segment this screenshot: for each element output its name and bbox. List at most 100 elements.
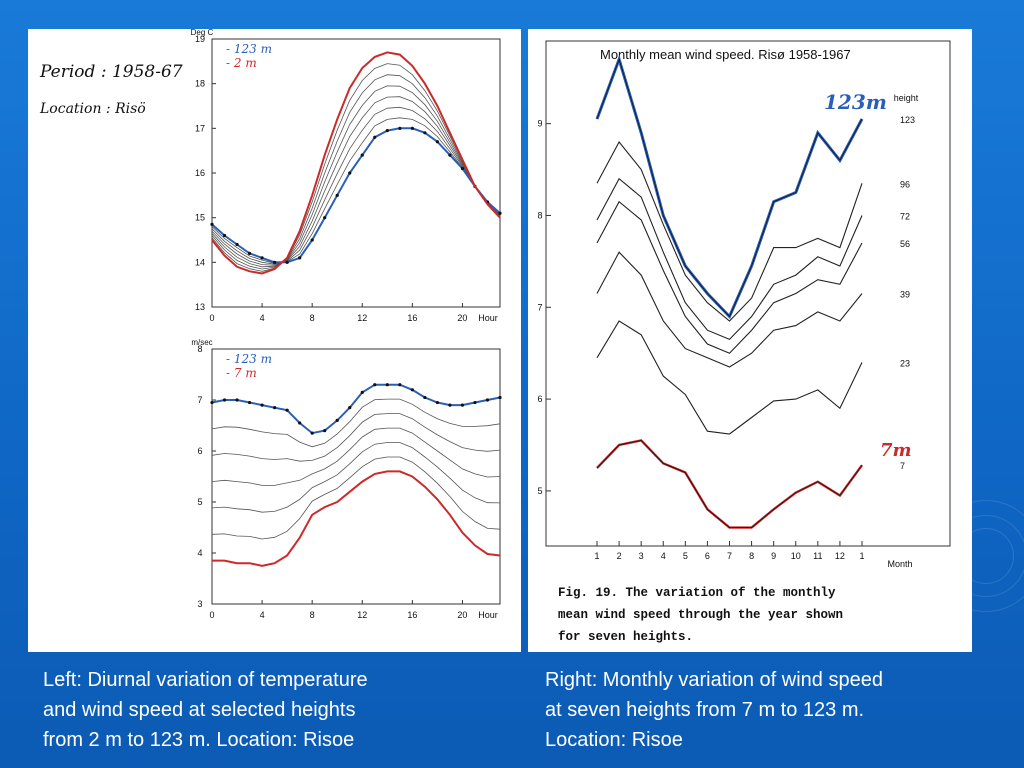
data-point (410, 126, 414, 130)
data-point (247, 400, 252, 405)
series-line (596, 200, 863, 354)
data-point (222, 233, 227, 238)
intermediate-height-line (211, 456, 501, 540)
series-height-label: 23 (900, 358, 910, 368)
y-axis-label: m/sec (191, 338, 212, 347)
caption-right-line: Location: Risoe (545, 729, 683, 751)
figure-caption-line: Fig. 19. The variation of the monthly (558, 586, 836, 600)
data-point (385, 383, 389, 387)
intermediate-height-line (211, 398, 501, 448)
data-point (498, 395, 502, 400)
x-tick-label: 7 (727, 551, 732, 561)
plot-frame (211, 348, 501, 605)
series-height-label: 56 (900, 239, 910, 249)
y-axis-label: Deg C (191, 29, 214, 37)
data-point (210, 400, 214, 405)
y-tick-label: 13 (195, 302, 205, 312)
y-tick-label: 5 (197, 497, 202, 507)
data-point (460, 166, 465, 171)
x-tick-label: 20 (457, 610, 467, 620)
x-tick-label: 10 (791, 551, 801, 561)
caption-left-line: and wind speed at selected heights (43, 699, 356, 721)
plot-frame (545, 40, 951, 547)
x-tick-label: 8 (749, 551, 754, 561)
series-line (211, 383, 501, 435)
intermediate-height-line (211, 427, 501, 486)
series-line (596, 439, 863, 529)
data-point (448, 403, 452, 407)
y-tick-label: 5 (537, 486, 542, 496)
y-tick-label: 17 (195, 123, 205, 133)
intermediate-height-line (211, 106, 501, 265)
y-tick-label: 9 (537, 119, 542, 129)
data-point (298, 421, 302, 425)
data-point (310, 238, 314, 242)
y-tick-label: 7 (537, 302, 542, 312)
data-point (273, 260, 277, 264)
data-point (235, 398, 239, 402)
legend-entry: - 2 m (226, 56, 257, 70)
legend-entry: - 123 m (226, 352, 272, 366)
left-figure-panel: Period : 1958-67 Location : Risö 13 14 15 1… (28, 28, 521, 652)
series-height-label: 96 (900, 179, 910, 189)
y-tick-label: 6 (537, 394, 542, 404)
data-point (398, 383, 402, 387)
annotation-123m: 123m (824, 90, 887, 114)
x-tick-label: 11 (813, 551, 822, 561)
data-point (247, 251, 252, 255)
data-point (485, 398, 490, 402)
right-figure-panel: Monthly mean wind speed. Risø 1958-1967 5… (528, 29, 972, 652)
intermediate-height-line (211, 117, 501, 264)
diurnal-charts: Period : 1958-67 Location : Risö 1314151… (39, 28, 502, 620)
y-tick-label: 7 (197, 395, 202, 405)
x-tick-label: 9 (771, 551, 776, 561)
intermediate-height-line (211, 85, 501, 268)
data-point (373, 135, 377, 139)
series-line (212, 470, 501, 567)
legend-entry: - 7 m (226, 366, 257, 380)
annotation-7m: 7m (880, 440, 912, 461)
intermediate-height-line (211, 413, 501, 462)
data-point (423, 395, 427, 400)
series-height-label: 123 (900, 115, 915, 125)
series-line-trace (596, 439, 863, 528)
data-point (298, 256, 302, 260)
data-point (310, 431, 314, 435)
x-tick-label: 1 (859, 551, 864, 561)
y-tick-label: 19 (195, 34, 205, 44)
data-point (260, 256, 264, 260)
x-tick-label: 0 (209, 610, 214, 620)
data-point (360, 153, 364, 157)
series-line (596, 320, 863, 435)
data-point (498, 211, 502, 215)
x-tick-label: 16 (407, 610, 417, 620)
x-tick-label: 12 (357, 610, 367, 620)
intermediate-height-line (211, 96, 501, 266)
temperature-chart: 13 14 15 16 17 18 19 0 4 8 12 16 20 Hour Deg C - 123 m-… (191, 28, 502, 323)
x-axis-label: Hour (478, 313, 498, 323)
y-tick-label: 4 (197, 548, 202, 558)
y-tick-label: 14 (195, 257, 205, 267)
series-height-label: 39 (900, 290, 910, 300)
series-line-trace (596, 58, 863, 318)
data-point (435, 140, 439, 144)
data-point (335, 418, 339, 422)
x-tick-label: 12 (835, 551, 845, 561)
legend-entry: - 123 m (226, 42, 272, 56)
series-height-label: 72 (900, 211, 910, 221)
x-tick-label: 2 (617, 551, 622, 561)
x-tick-label: 1 (594, 551, 599, 561)
data-point (273, 406, 277, 410)
series-line (211, 51, 501, 275)
x-tick-label: 0 (209, 313, 214, 323)
period-note: Period : 1958-67 (39, 62, 183, 82)
x-tick-label: 3 (639, 551, 644, 561)
x-tick-label: 8 (310, 610, 315, 620)
data-point (323, 429, 327, 433)
caption-right-line: at seven heights from 7 m to 123 m. (545, 699, 865, 721)
monthly-chart-group: Monthly mean wind speed. Risø 1958-1967 5… (537, 40, 951, 644)
y-tick-label: 6 (197, 446, 202, 456)
series-line (595, 54, 864, 320)
data-point (285, 408, 289, 412)
data-point (398, 126, 402, 130)
